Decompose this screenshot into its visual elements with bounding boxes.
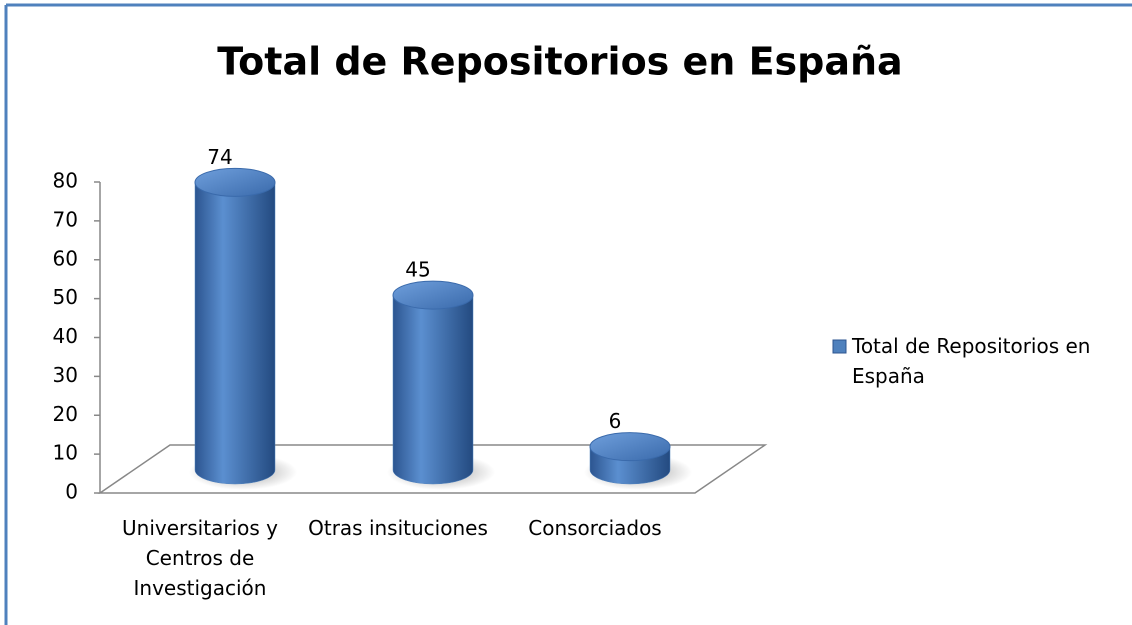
- x-tick-label: Universitarios y Centros de Investigació…: [122, 516, 278, 600]
- y-tick-label: 40: [53, 324, 78, 348]
- chart-title: Total de Repositorios en España: [217, 40, 902, 84]
- y-tick-label: 0: [65, 480, 78, 504]
- bar: [194, 182, 276, 485]
- data-label: 6: [609, 409, 622, 433]
- x-tick-label: Consorciados: [528, 516, 662, 540]
- y-tick-label: 30: [53, 363, 78, 387]
- y-tick-label: 70: [53, 207, 78, 231]
- legend-swatch: [832, 339, 847, 354]
- x-tick-label: Otras insituciones: [308, 516, 488, 540]
- bar-top: [194, 167, 276, 197]
- data-label: 45: [405, 258, 430, 282]
- y-tick-label: 60: [53, 246, 78, 270]
- floor: [97, 444, 768, 494]
- y-tick-label: 20: [53, 402, 78, 426]
- y-tick-label: 10: [53, 441, 78, 465]
- bar-top: [392, 280, 474, 310]
- legend-label: Total de Repositorios en España: [852, 334, 1091, 388]
- y-tick-label: 80: [53, 169, 78, 193]
- y-tick-label: 50: [53, 285, 78, 309]
- bar-top: [589, 432, 671, 462]
- data-label: 74: [207, 145, 232, 169]
- bar: [392, 294, 474, 485]
